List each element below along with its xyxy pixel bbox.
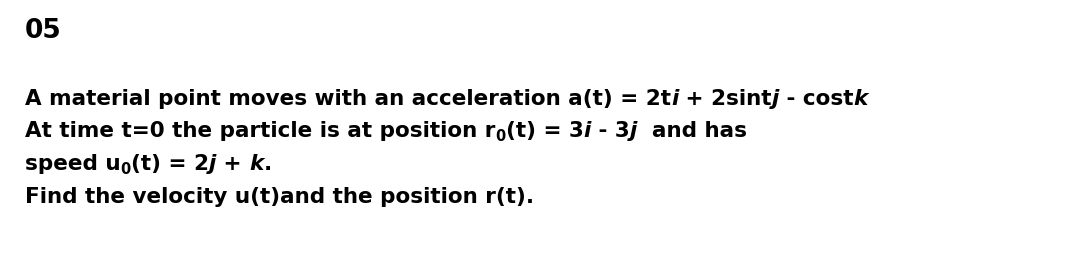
- Text: 0: 0: [121, 162, 130, 177]
- Text: Find the velocity u(t)and the position r(t).: Find the velocity u(t)and the position r…: [25, 187, 534, 207]
- Text: + 2sint: + 2sint: [678, 89, 772, 109]
- Text: speed u: speed u: [25, 154, 121, 174]
- Text: j: j: [209, 154, 216, 174]
- Text: At time t=0 the particle is at position r: At time t=0 the particle is at position …: [25, 121, 496, 141]
- Text: and has: and has: [637, 121, 747, 141]
- Text: .: .: [263, 154, 272, 174]
- Text: k: k: [853, 89, 869, 109]
- Text: (t) = 2: (t) = 2: [130, 154, 209, 174]
- Text: i: i: [671, 89, 678, 109]
- Text: 0: 0: [496, 129, 505, 144]
- Text: 05: 05: [25, 18, 62, 44]
- Text: i: i: [584, 121, 591, 141]
- Text: (t) = 3: (t) = 3: [505, 121, 584, 141]
- Text: k: k: [249, 154, 263, 174]
- Text: j: j: [772, 89, 779, 109]
- Text: - cost: - cost: [779, 89, 853, 109]
- Text: j: j: [629, 121, 637, 141]
- Text: +: +: [216, 154, 249, 174]
- Text: - 3: - 3: [591, 121, 629, 141]
- Text: A material point moves with an acceleration a(t) = 2t: A material point moves with an accelerat…: [25, 89, 671, 109]
